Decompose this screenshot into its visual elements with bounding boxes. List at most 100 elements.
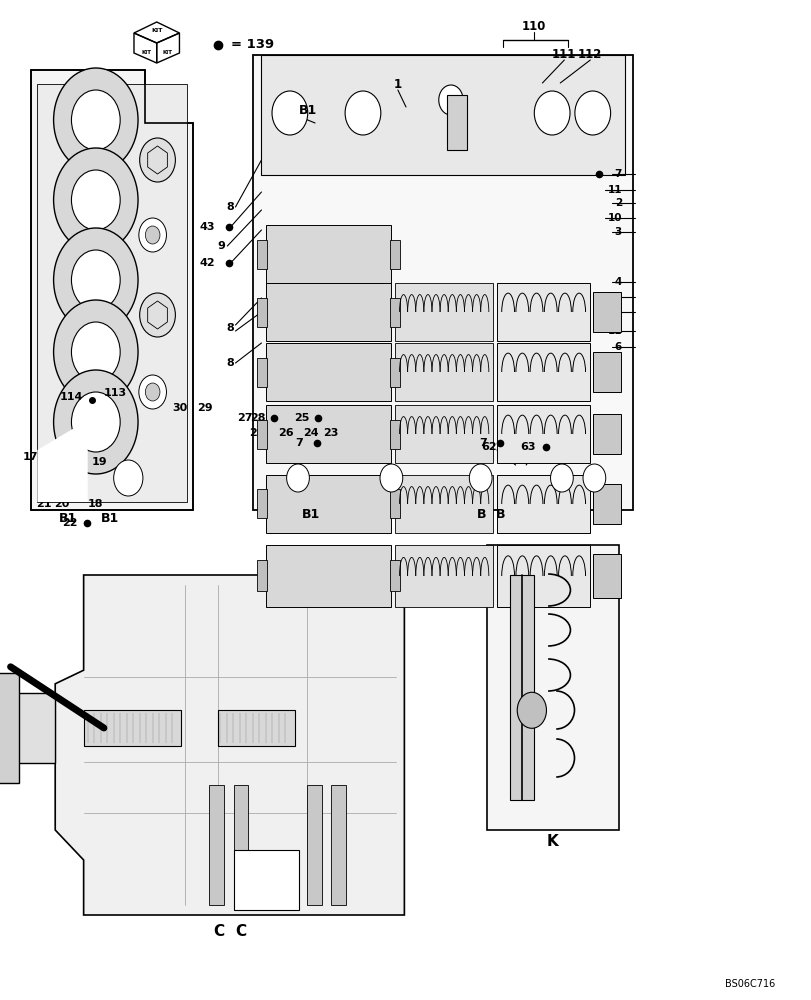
Text: B1: B1: [298, 104, 316, 117]
Text: 10: 10: [607, 213, 621, 223]
Bar: [265, 475, 391, 533]
Bar: [257, 560, 267, 591]
Bar: [84, 710, 181, 746]
Text: 8: 8: [225, 323, 234, 333]
Circle shape: [534, 91, 569, 135]
Bar: [395, 475, 492, 533]
Text: 11: 11: [607, 326, 621, 336]
Bar: [265, 225, 391, 283]
Bar: [261, 55, 624, 175]
Text: 29: 29: [196, 403, 212, 413]
Circle shape: [139, 218, 166, 252]
Text: 22: 22: [62, 518, 78, 528]
Text: 28: 28: [248, 428, 264, 438]
Text: 17: 17: [23, 452, 39, 462]
Circle shape: [272, 91, 307, 135]
Bar: [389, 489, 399, 518]
Bar: [265, 343, 391, 401]
Text: 20: 20: [54, 499, 69, 509]
Text: B: B: [496, 508, 505, 522]
Text: B: B: [476, 508, 486, 522]
Circle shape: [139, 375, 166, 409]
Bar: [265, 405, 391, 463]
Bar: [0, 673, 19, 783]
Bar: [257, 240, 267, 269]
Bar: [253, 55, 633, 510]
Bar: [389, 420, 399, 448]
Bar: [257, 489, 267, 518]
Bar: [331, 785, 345, 905]
Bar: [496, 343, 590, 401]
Circle shape: [286, 464, 309, 492]
Text: 113: 113: [104, 388, 127, 398]
Circle shape: [71, 170, 120, 230]
Text: C: C: [213, 924, 225, 940]
Text: 110: 110: [521, 19, 546, 32]
Bar: [487, 545, 618, 830]
Circle shape: [550, 464, 573, 492]
Circle shape: [582, 464, 605, 492]
Circle shape: [574, 91, 610, 135]
Text: 43: 43: [200, 222, 215, 232]
Bar: [307, 785, 321, 905]
Text: 19: 19: [91, 457, 107, 467]
Circle shape: [71, 250, 120, 310]
Text: 28: 28: [250, 413, 265, 423]
Circle shape: [71, 322, 120, 382]
Bar: [592, 484, 620, 524]
Bar: [592, 292, 620, 332]
Bar: [37, 84, 187, 502]
Polygon shape: [31, 70, 193, 510]
Circle shape: [54, 300, 138, 404]
Text: 4: 4: [614, 277, 621, 287]
Polygon shape: [55, 575, 404, 915]
Circle shape: [54, 370, 138, 474]
Circle shape: [54, 148, 138, 252]
Text: 26: 26: [277, 428, 294, 438]
Bar: [265, 283, 391, 341]
Text: 63: 63: [520, 442, 535, 452]
Text: 11: 11: [607, 185, 621, 195]
Text: B1: B1: [101, 512, 118, 526]
Text: B1: B1: [59, 512, 77, 526]
Text: 3: 3: [614, 227, 621, 237]
Bar: [389, 560, 399, 591]
Bar: [395, 545, 492, 607]
Bar: [389, 298, 399, 326]
Text: 21: 21: [36, 499, 52, 509]
Circle shape: [145, 226, 160, 244]
Bar: [509, 575, 534, 800]
Text: 27: 27: [237, 413, 253, 423]
Text: = 139: = 139: [231, 38, 274, 51]
Bar: [395, 405, 492, 463]
Circle shape: [54, 68, 138, 172]
Bar: [592, 414, 620, 454]
Bar: [11, 693, 55, 763]
Text: 30: 30: [173, 403, 187, 413]
Text: 6: 6: [614, 342, 621, 352]
Text: 112: 112: [577, 48, 602, 62]
Text: 18: 18: [88, 499, 104, 509]
Text: 7: 7: [294, 438, 303, 448]
Bar: [257, 420, 267, 448]
Text: C: C: [234, 924, 246, 940]
Bar: [592, 554, 620, 598]
Bar: [257, 298, 267, 326]
Text: 8: 8: [225, 358, 234, 368]
Text: 7: 7: [478, 438, 487, 448]
Bar: [389, 240, 399, 269]
Text: 2: 2: [614, 198, 621, 208]
Circle shape: [380, 464, 402, 492]
Polygon shape: [37, 420, 88, 502]
Text: 5: 5: [614, 307, 621, 317]
Bar: [234, 785, 248, 905]
Circle shape: [345, 91, 380, 135]
Text: K: K: [546, 834, 557, 850]
Bar: [389, 358, 399, 387]
Bar: [265, 545, 391, 607]
Text: 23: 23: [324, 428, 338, 438]
Circle shape: [54, 228, 138, 332]
Text: 8: 8: [225, 202, 234, 212]
Bar: [234, 850, 298, 910]
Circle shape: [139, 138, 175, 182]
